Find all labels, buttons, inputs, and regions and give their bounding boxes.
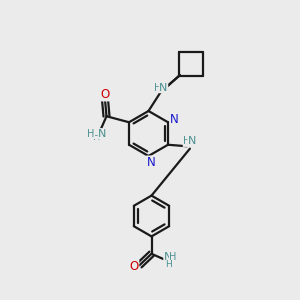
Text: H: H — [93, 132, 100, 142]
Text: O: O — [130, 260, 139, 273]
Text: N: N — [170, 113, 179, 126]
Text: H: H — [169, 252, 177, 262]
Text: N: N — [188, 136, 196, 146]
Text: N: N — [98, 129, 106, 139]
Text: O: O — [100, 88, 109, 101]
Text: H: H — [183, 136, 190, 146]
Text: H: H — [165, 260, 171, 269]
Text: N: N — [146, 156, 155, 169]
Text: N: N — [159, 82, 168, 93]
Text: H: H — [154, 82, 162, 93]
Text: H: H — [87, 129, 94, 139]
Text: N: N — [164, 252, 172, 262]
